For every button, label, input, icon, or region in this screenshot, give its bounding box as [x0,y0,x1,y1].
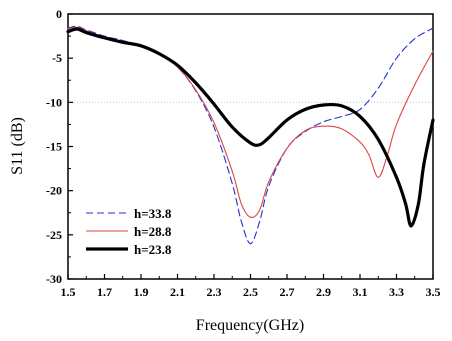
series-line-h-33-8 [67,25,434,245]
series-line-h-28-8 [67,26,434,218]
y-tick-label: -5 [52,51,62,65]
legend-label: h=23.8 [134,242,172,257]
x-axis-title: Frequency(GHz) [196,317,304,334]
x-tick-label: 2.3 [207,285,222,299]
y-tick-label: -10 [46,95,62,109]
y-tick-label: -30 [46,272,62,286]
x-tick-label: 1.9 [134,285,149,299]
x-tick-label: 2.7 [280,285,295,299]
series-layer [66,25,435,245]
plot-area [67,13,434,280]
y-axis-title: S11 (dB) [9,117,26,175]
y-tick-label: -20 [46,184,62,198]
x-tick-label: 2.5 [243,285,258,299]
x-tick-label: 2.1 [170,285,185,299]
legend-label: h=28.8 [134,224,172,239]
plot-frame [67,13,434,280]
y-axis-ticks: 0 -5 -10 -15 -20 -25 -30 [46,7,73,286]
x-tick-label: 1.7 [97,285,112,299]
legend-label: h=33.8 [134,206,172,221]
x-tick-label: 3.1 [353,285,368,299]
x-tick-label: 2.9 [316,285,331,299]
x-tick-label: 1.5 [61,285,76,299]
legend: h=33.8 h=28.8 h=23.8 [86,206,172,257]
x-axis-ticks: 1.5 1.7 1.9 2.1 2.3 2.5 2.7 2.9 3.1 3.3 3.5 [61,274,441,299]
x-tick-label: 3.3 [389,285,404,299]
x-tick-label: 3.5 [426,285,441,299]
y-tick-label: -15 [46,140,62,154]
y-tick-label: 0 [56,7,62,21]
series-line-h-23-8 [66,27,435,228]
y-tick-label: -25 [46,228,62,242]
